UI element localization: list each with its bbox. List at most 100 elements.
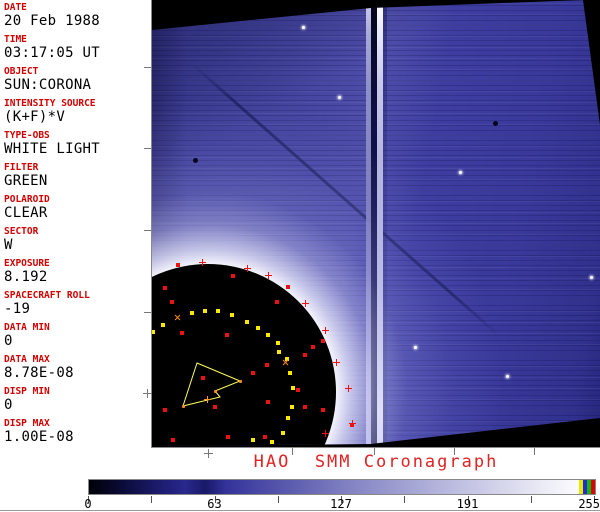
- metadata-label: INTENSITY SOURCE: [4, 98, 96, 109]
- yellow-square-marker: [290, 405, 294, 409]
- red-square-marker: [231, 274, 235, 278]
- yellow-square-marker: [216, 309, 220, 313]
- red-square-marker: [180, 331, 184, 335]
- red-square-marker: [303, 353, 307, 357]
- metadata-value: 1.00E-08: [4, 429, 74, 445]
- red-square-marker: [263, 435, 267, 439]
- metadata-value: SUN:CORONA: [4, 77, 92, 93]
- red-square-marker: [321, 408, 325, 412]
- metadata-label: DATA MAX: [4, 354, 50, 365]
- window-bottom-border: [0, 510, 600, 511]
- metadata-field: POLAROID CLEAR: [4, 194, 150, 222]
- red-plus-marker: [349, 420, 356, 427]
- red-square-marker: [163, 286, 167, 290]
- metadata-field: OBJECT SUN:CORONA: [4, 66, 150, 94]
- red-square-marker: [303, 405, 307, 409]
- colorbar-gradient: [88, 479, 596, 495]
- star-speck: [459, 171, 462, 174]
- left-axis-tick: [144, 312, 151, 313]
- sun-center-x-mark: [204, 449, 213, 458]
- metadata-field: EXPOSURE 8.192: [4, 258, 150, 286]
- colorbar-tick-label: 127: [330, 497, 352, 511]
- metadata-label: DATE: [4, 2, 27, 13]
- colorbar-tick: [341, 496, 342, 503]
- colorbar-tick: [594, 496, 595, 503]
- metadata-label: SECTOR: [4, 226, 39, 237]
- metadata-label: DATA MIN: [4, 322, 50, 333]
- red-plus-marker: [333, 359, 340, 366]
- metadata-label: TIME: [4, 34, 27, 45]
- red-plus-marker: [322, 327, 329, 334]
- fiducial-polygon: [182, 362, 242, 407]
- red-square-marker: [201, 376, 205, 380]
- orange-vertex-dot: [182, 405, 185, 408]
- star-speck: [414, 346, 417, 349]
- metadata-label: TYPE-OBS: [4, 130, 50, 141]
- metadata-field: FILTER GREEN: [4, 162, 150, 190]
- metadata-field: DATE 20 Feb 1988: [4, 2, 150, 30]
- red-square-marker: [321, 339, 325, 343]
- red-square-marker: [171, 438, 175, 442]
- red-square-marker: [311, 345, 315, 349]
- metadata-field: DATA MIN 0: [4, 322, 150, 350]
- red-plus-marker: [322, 430, 329, 437]
- left-axis-tick: [144, 67, 151, 68]
- metadata-field: DISP MIN 0: [4, 386, 150, 414]
- red-square-marker: [170, 300, 174, 304]
- red-square-marker: [286, 285, 290, 289]
- red-square-marker: [296, 388, 300, 392]
- metadata-field: SECTOR W: [4, 226, 150, 254]
- orange-plus-marker: [204, 396, 211, 403]
- metadata-value: W: [4, 237, 13, 253]
- yellow-square-marker: [291, 386, 295, 390]
- metadata-field: SPACECRAFT ROLL -19: [4, 290, 150, 318]
- colorbar-tick-label: 63: [207, 497, 222, 511]
- colorbar-tick: [277, 496, 279, 503]
- metadata-value: 03:17:05 UT: [4, 45, 101, 61]
- colorbar-tick: [151, 496, 153, 503]
- yellow-square-marker: [281, 431, 285, 435]
- left-axis-tick: [144, 230, 151, 231]
- red-square-marker: [176, 263, 180, 267]
- dust-speck: [493, 121, 498, 126]
- colorbar-tick: [467, 496, 469, 503]
- metadata-value: GREEN: [4, 173, 48, 189]
- colorbar-tick: [404, 496, 406, 503]
- red-plus-marker: [345, 385, 352, 392]
- coronagraph-plot-area: [151, 0, 600, 448]
- metadata-value: CLEAR: [4, 205, 48, 221]
- yellow-square-marker: [277, 350, 281, 354]
- metadata-value: -19: [4, 301, 31, 317]
- metadata-label: OBJECT: [4, 66, 39, 77]
- metadata-panel: DATE 20 Feb 1988 TIME 03:17:05 UT OBJECT SUN:…: [0, 0, 150, 462]
- yellow-square-marker: [203, 309, 207, 313]
- yellow-square-marker: [245, 320, 249, 324]
- metadata-value: 8.78E-08: [4, 365, 74, 381]
- metadata-label: DISP MAX: [4, 418, 50, 429]
- orange-vertex-dot: [239, 380, 242, 383]
- bottom-axis-tick: [292, 448, 293, 455]
- plot-title: HAO SMM Coronagraph: [253, 452, 499, 472]
- left-axis-tick: [144, 148, 151, 149]
- red-square-marker: [265, 363, 269, 367]
- red-plus-marker: [244, 265, 251, 272]
- red-square-marker: [213, 405, 217, 409]
- colorbar-tick-label: 0: [84, 497, 92, 511]
- metadata-field: TYPE-OBS WHITE LIGHT: [4, 130, 150, 158]
- metadata-field: DATA MAX 8.78E-08: [4, 354, 150, 382]
- red-plus-marker: [265, 272, 272, 279]
- star-speck: [590, 276, 593, 279]
- metadata-label: FILTER: [4, 162, 39, 173]
- red-square-marker: [251, 371, 255, 375]
- red-plus-marker: [302, 300, 309, 307]
- red-square-marker: [225, 333, 229, 337]
- metadata-value: 20 Feb 1988: [4, 13, 101, 29]
- metadata-label: DISP MIN: [4, 386, 50, 397]
- yellow-square-marker: [256, 326, 260, 330]
- colorbar-tick: [88, 496, 89, 503]
- yellow-square-marker: [190, 311, 194, 315]
- yellow-square-marker: [251, 438, 255, 442]
- colorbar-tick: [530, 496, 532, 503]
- bottom-axis-tick: [534, 448, 535, 455]
